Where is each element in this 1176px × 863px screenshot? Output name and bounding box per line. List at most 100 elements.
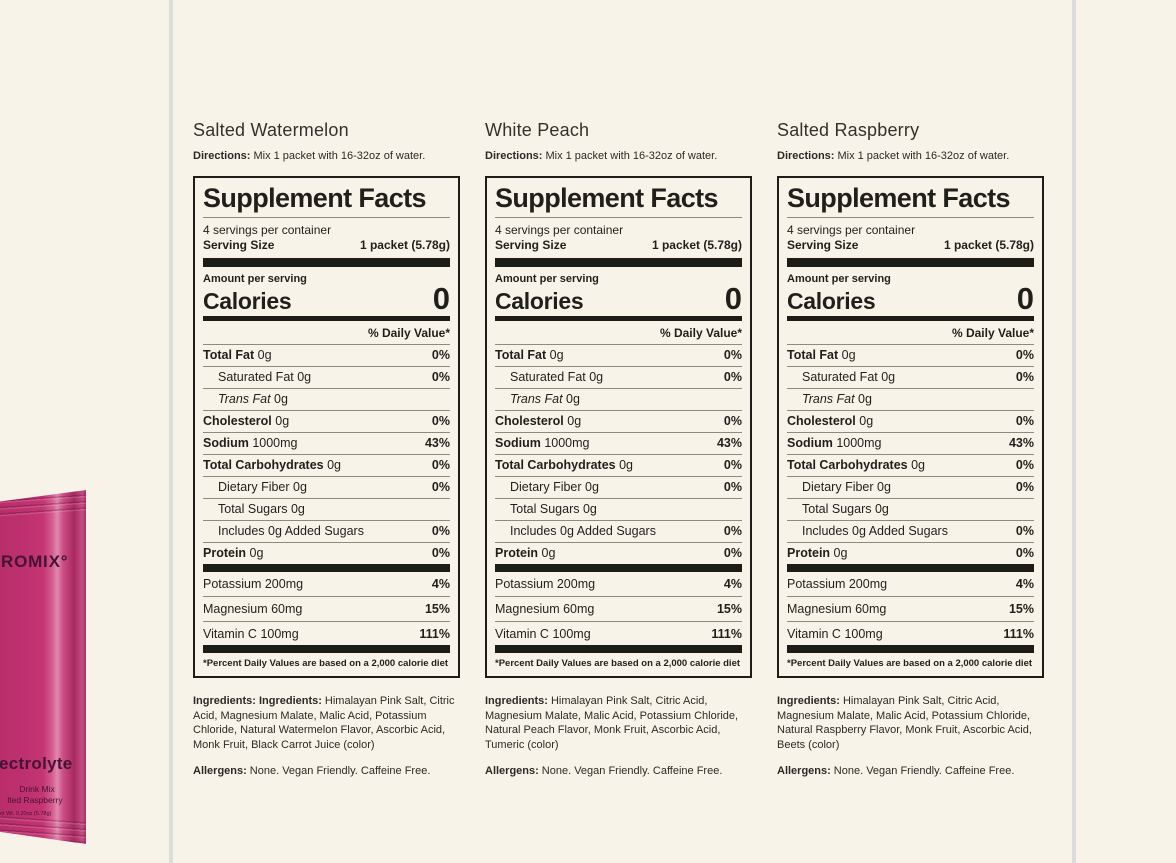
calories-value: 0 <box>1016 281 1034 317</box>
nutrient-row: Saturated Fat 0g 0% <box>203 367 450 389</box>
calories-value: 0 <box>724 281 742 317</box>
nutrient-row: Total Fat 0g 0% <box>203 345 450 367</box>
nutrient-row: Trans Fat 0g <box>203 389 450 411</box>
ingredients-label-repeat: Ingredients: <box>258 695 322 708</box>
nutrient-row: Saturated Fat 0g 0% <box>787 367 1034 389</box>
packet-crimp-seal-top <box>0 488 87 520</box>
nutrient-row: Trans Fat 0g <box>787 389 1034 411</box>
medium-divider-bar <box>495 315 742 321</box>
medium-divider-bar <box>787 315 1034 321</box>
supplement-facts-panel: Supplement Facts 4 servings per containe… <box>485 176 752 679</box>
flavor-title: White Peach <box>485 120 590 140</box>
thick-divider-bar <box>787 258 1034 268</box>
nutrient-row: Total Carbohydrates 0g 0% <box>787 455 1034 477</box>
serving-size-label: Serving Size <box>203 238 275 253</box>
servings-per-container: 4 servings per container <box>203 223 332 238</box>
allergens-text: None. Vegan Friendly. Caffeine Free. <box>541 764 723 777</box>
serving-size-value: 1 packet (5.78g) <box>359 238 450 253</box>
nutrient-row: Vitamin C 100mg 111% <box>203 627 450 642</box>
nutrient-row: Vitamin C 100mg 111% <box>787 627 1034 642</box>
nutrient-row: Total Sugars 0g <box>787 499 1034 521</box>
allergens-text: None. Vegan Friendly. Caffeine Free. <box>249 764 431 777</box>
serving-size-label: Serving Size <box>787 238 859 253</box>
allergens-text: None. Vegan Friendly. Caffeine Free. <box>833 764 1015 777</box>
flavor-column-salted-watermelon: Salted Watermelon Directions: Mix 1 packe… <box>193 120 460 777</box>
nutrient-row: Protein 0g 0% <box>495 546 742 561</box>
nutrient-row: Trans Fat 0g <box>495 389 742 411</box>
mineral-rows: Potassium 200mg 4% Magnesium 60mg 15% Vitami… <box>203 572 450 645</box>
allergens-label: Allergens: <box>193 764 247 777</box>
ingredients-text: Himalayan Pink Salt, Citric Acid, Magnes… <box>777 695 1032 751</box>
thick-divider-bar <box>203 564 450 573</box>
ingredients-paragraph: Ingredients: Himalayan Pink Salt, Citric … <box>485 694 752 752</box>
packet-subtitle-text: Drink Mix <box>19 784 55 794</box>
calories-label: Calories <box>495 287 584 314</box>
supplement-facts-title: Supplement Facts <box>495 183 742 219</box>
ingredients-label: Ingredients: <box>485 695 548 708</box>
directions-line: Directions: Mix 1 packet with 16-32oz of … <box>193 150 460 162</box>
serving-size-value: 1 packet (5.78g) <box>943 238 1034 253</box>
daily-value-footnote: *Percent Daily Values are based on a 2,0… <box>787 658 1033 670</box>
ingredients-text: Himalayan Pink Salt, Citric Acid, Magnes… <box>485 695 739 751</box>
packet-flavor-text: lted Raspberry <box>7 795 63 805</box>
packet-brand-text: ROMIX° <box>1 552 69 571</box>
daily-value-footnote: *Percent Daily Values are based on a 2,0… <box>203 658 449 670</box>
nutrient-rows: Total Fat 0g 0% Saturated Fat 0g 0% Trans Fa… <box>495 345 742 565</box>
amount-per-serving-label: Amount per serving <box>495 273 599 286</box>
nutrient-row: Includes 0g Added Sugars 0% <box>495 521 742 543</box>
directions-label: Directions: <box>777 150 835 162</box>
nutrient-row: Saturated Fat 0g 0% <box>495 367 742 389</box>
allergens-label: Allergens: <box>777 764 831 777</box>
amount-per-serving-label: Amount per serving <box>787 273 891 286</box>
nutrient-row: Magnesium 60mg 15% <box>787 597 1034 623</box>
flavor-title: Salted Raspberry <box>777 120 920 140</box>
nutrient-row: Total Carbohydrates 0g 0% <box>495 455 742 477</box>
nutrient-row: Sodium 1000mg 43% <box>203 433 450 455</box>
nutrient-row: Potassium 200mg 4% <box>203 572 450 598</box>
nutrient-row: Dietary Fiber 0g 0% <box>495 477 742 499</box>
serving-size-label: Serving Size <box>495 238 567 253</box>
daily-value-header: % Daily Value* <box>203 321 450 345</box>
directions-text: Mix 1 packet with 16-32oz of water. <box>837 150 1010 162</box>
nutrient-row: Cholesterol 0g 0% <box>203 411 450 433</box>
daily-value-footnote: *Percent Daily Values are based on a 2,0… <box>495 658 741 670</box>
thick-divider-bar <box>203 258 450 268</box>
ingredients-text: Himalayan Pink Salt, Citric Acid, Magnes… <box>193 695 455 751</box>
nutrient-row: Sodium 1000mg 43% <box>787 433 1034 455</box>
mineral-rows: Potassium 200mg 4% Magnesium 60mg 15% Vitami… <box>787 572 1034 645</box>
nutrient-row: Cholesterol 0g 0% <box>787 411 1034 433</box>
allergens-label: Allergens: <box>485 764 539 777</box>
calories-row: Calories 0 <box>787 281 1034 317</box>
nutrient-row: Potassium 200mg 4% <box>495 572 742 598</box>
directions-line: Directions: Mix 1 packet with 16-32oz of … <box>485 150 752 162</box>
thick-divider-bar <box>495 645 742 654</box>
nutrient-row: Magnesium 60mg 15% <box>495 597 742 623</box>
nutrient-rows: Total Fat 0g 0% Saturated Fat 0g 0% Trans Fa… <box>203 345 450 565</box>
nutrient-row: Dietary Fiber 0g 0% <box>787 477 1034 499</box>
left-section-divider <box>169 0 173 863</box>
serving-size-row: Serving Size 1 packet (5.78g) <box>203 237 450 258</box>
amount-per-serving-label: Amount per serving <box>203 273 307 286</box>
nutrient-row: Total Fat 0g 0% <box>495 345 742 367</box>
servings-per-container: 4 servings per container <box>787 223 916 238</box>
nutrient-row: Magnesium 60mg 15% <box>203 597 450 623</box>
nutrient-row: Vitamin C 100mg 111% <box>495 627 742 642</box>
nutrient-row: Total Sugars 0g <box>203 499 450 521</box>
ingredients-paragraph: Ingredients: Ingredients: Himalayan Pink S… <box>193 694 460 752</box>
flavor-column-white-peach: White Peach Directions: Mix 1 packet with… <box>485 120 752 777</box>
directions-line: Directions: Mix 1 packet with 16-32oz of … <box>777 150 1044 162</box>
calories-row: Calories 0 <box>203 283 450 316</box>
thick-divider-bar <box>495 258 742 268</box>
serving-size-value: 1 packet (5.78g) <box>651 238 742 253</box>
nutrient-row: Potassium 200mg 4% <box>787 572 1034 598</box>
thick-divider-bar <box>203 645 450 654</box>
supplement-facts-columns: Salted Watermelon Directions: Mix 1 packe… <box>193 120 1044 777</box>
directions-text: Mix 1 packet with 16-32oz of water. <box>545 150 718 162</box>
ingredients-label: Ingredients: <box>193 695 256 708</box>
directions-label: Directions: <box>485 150 543 162</box>
supplement-facts-panel: Supplement Facts 4 servings per containe… <box>777 176 1044 679</box>
calories-label: Calories <box>203 287 292 314</box>
allergens-paragraph: Allergens: None. Vegan Friendly. Caffeine… <box>193 765 460 777</box>
product-packet-image: ROMIX° ectrolyte Drink Mix lted Raspberr… <box>0 490 86 844</box>
calories-row: Calories 0 <box>495 281 742 317</box>
